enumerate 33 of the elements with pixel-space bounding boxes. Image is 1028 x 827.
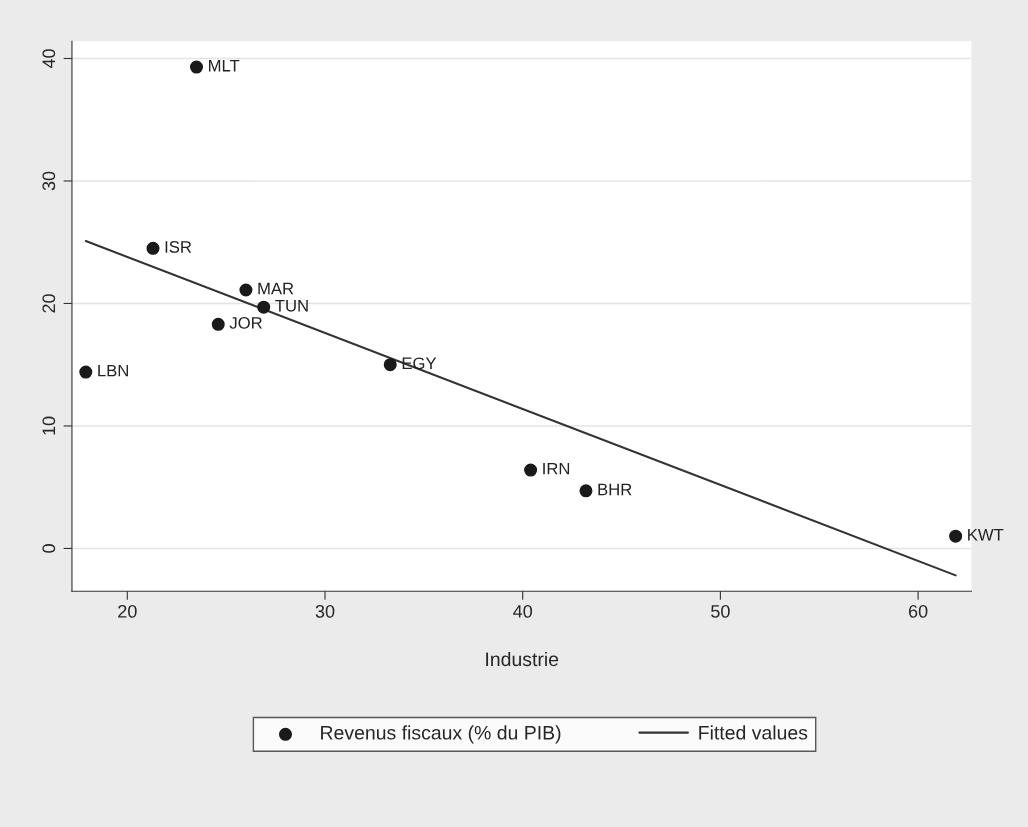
annotation: ISR: [165, 241, 192, 253]
annotation: IRN: [543, 462, 570, 475]
point: [257, 300, 271, 314]
annotation: MAR: [258, 282, 294, 295]
point: [190, 60, 204, 74]
x-tick-label: 60: [908, 604, 928, 618]
y-tick-label: 30: [42, 171, 56, 191]
annotation: BHR: [598, 483, 632, 496]
point: [383, 358, 397, 372]
legend-label: Fitted values: [699, 725, 808, 740]
annotation: TUN: [275, 299, 308, 312]
annotation: JOR: [229, 316, 262, 329]
annotation: MLT: [208, 59, 240, 72]
y-tick-label: 0: [42, 544, 56, 553]
legend-label: Revenus fiscaux (% du PIB): [321, 725, 561, 744]
x-tick-label: 50: [711, 604, 730, 618]
point: [579, 484, 593, 498]
point: [146, 241, 160, 255]
x-tick-label: 30: [315, 604, 335, 618]
annotation: KWT: [968, 529, 1004, 541]
y-tick-label: 20: [42, 294, 56, 313]
y-tick-label: 10: [42, 416, 56, 435]
point: [211, 317, 225, 331]
point: [524, 463, 538, 477]
x-axis-title: Industrie: [486, 651, 559, 667]
point: [239, 283, 253, 297]
annotation: LBN: [98, 364, 128, 377]
annotation: EGY: [402, 357, 437, 370]
point: [79, 365, 93, 379]
x-tick-label: 20: [118, 604, 137, 618]
y-tick-label: 40: [42, 49, 56, 69]
x-tick-label: 40: [513, 604, 533, 618]
point: [949, 529, 963, 543]
